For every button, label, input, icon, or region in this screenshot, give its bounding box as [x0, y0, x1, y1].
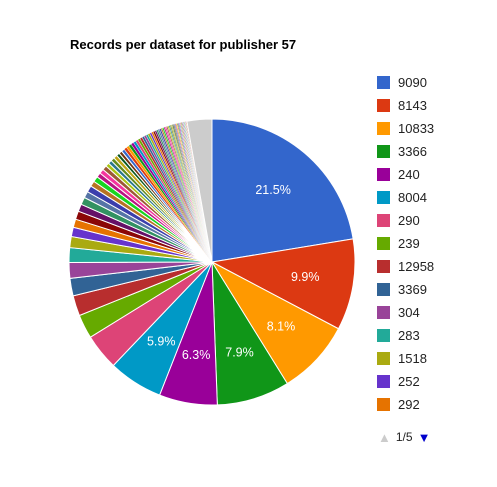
- legend-item[interactable]: 239: [377, 232, 487, 255]
- slice-value-label: 7.9%: [225, 345, 254, 359]
- legend-item[interactable]: 240: [377, 163, 487, 186]
- legend-swatch: [377, 260, 390, 273]
- legend-label: 290: [398, 213, 420, 228]
- legend-label: 283: [398, 328, 420, 343]
- legend-label: 3366: [398, 144, 427, 159]
- legend-swatch: [377, 122, 390, 135]
- legend-label: 10833: [398, 121, 435, 136]
- legend-label: 239: [398, 236, 420, 251]
- legend-swatch: [377, 168, 390, 181]
- legend-swatch: [377, 99, 390, 112]
- legend-item[interactable]: 283: [377, 324, 487, 347]
- pager-prev-icon[interactable]: ▲: [378, 429, 391, 445]
- legend-item[interactable]: 292: [377, 393, 487, 416]
- chart-title: Records per dataset for publisher 57: [70, 37, 297, 52]
- legend-item[interactable]: 3369: [377, 278, 487, 301]
- pie-slice[interactable]: [211, 118, 354, 263]
- legend-swatch: [377, 329, 390, 342]
- legend-swatch: [377, 306, 390, 319]
- legend-item[interactable]: 3366: [377, 140, 487, 163]
- legend-label: 8004: [398, 190, 427, 205]
- legend-pager: ▲ 1/5 ▼: [378, 430, 430, 444]
- legend-item[interactable]: 8143: [377, 94, 487, 117]
- legend-label: 240: [398, 167, 420, 182]
- legend-swatch: [377, 145, 390, 158]
- slice-value-label: 5.9%: [147, 335, 176, 349]
- legend-item[interactable]: 12958: [377, 255, 487, 278]
- legend-item[interactable]: 290: [377, 209, 487, 232]
- legend: 9090 8143 10833 3366 240 8004 290 239 12958 3369 3…: [377, 71, 487, 416]
- legend-swatch: [377, 76, 390, 89]
- legend-item[interactable]: 9090: [377, 71, 487, 94]
- slice-value-label: 6.3%: [182, 348, 211, 362]
- legend-item[interactable]: 1518: [377, 347, 487, 370]
- legend-swatch: [377, 214, 390, 227]
- legend-swatch: [377, 237, 390, 250]
- legend-label: 9090: [398, 75, 427, 90]
- slice-value-label: 21.5%: [255, 183, 290, 197]
- legend-label: 1518: [398, 351, 427, 366]
- legend-label: 12958: [398, 259, 435, 274]
- legend-swatch: [377, 283, 390, 296]
- slice-value-label: 8.1%: [267, 319, 296, 333]
- pager-next-icon[interactable]: ▼: [417, 429, 431, 445]
- legend-swatch: [377, 398, 390, 411]
- legend-item[interactable]: 252: [377, 370, 487, 393]
- legend-label: 304: [398, 305, 420, 320]
- legend-swatch: [377, 191, 390, 204]
- pager-text: 1/5: [395, 430, 413, 444]
- pie-slice[interactable]: [210, 238, 356, 330]
- legend-label: 292: [398, 397, 420, 412]
- slice-value-label: 9.9%: [291, 270, 320, 284]
- legend-label: 252: [398, 374, 420, 389]
- legend-item[interactable]: 304: [377, 301, 487, 324]
- legend-swatch: [377, 352, 390, 365]
- legend-item[interactable]: 8004: [377, 186, 487, 209]
- legend-label: 3369: [398, 282, 427, 297]
- legend-swatch: [377, 375, 390, 388]
- legend-item[interactable]: 10833: [377, 117, 487, 140]
- pie-slice[interactable]: [186, 118, 213, 263]
- legend-label: 8143: [398, 98, 427, 113]
